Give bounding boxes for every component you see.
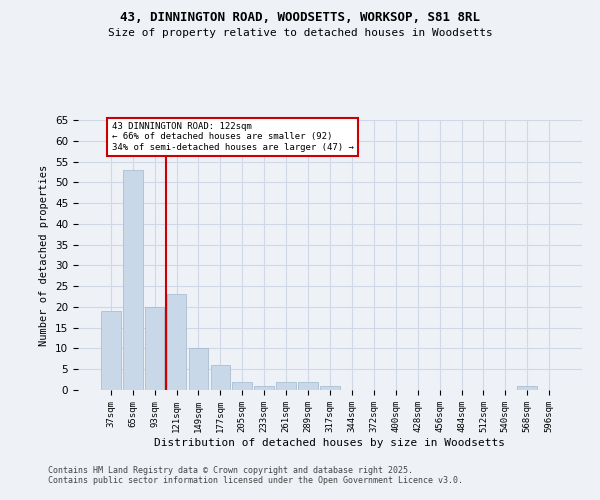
Bar [298, 382, 318, 390]
Bar [145, 307, 164, 390]
Text: 43 DINNINGTON ROAD: 122sqm
← 66% of detached houses are smaller (92)
34% of semi: 43 DINNINGTON ROAD: 122sqm ← 66% of deta… [112, 122, 354, 152]
Bar [232, 382, 252, 390]
Bar [211, 365, 230, 390]
Bar [320, 386, 340, 390]
Bar [123, 170, 143, 390]
Y-axis label: Number of detached properties: Number of detached properties [40, 164, 49, 346]
Bar [276, 382, 296, 390]
Bar [101, 311, 121, 390]
Bar [254, 386, 274, 390]
X-axis label: Distribution of detached houses by size in Woodsetts: Distribution of detached houses by size … [155, 438, 505, 448]
Bar [517, 386, 537, 390]
Bar [188, 348, 208, 390]
Text: Contains HM Land Registry data © Crown copyright and database right 2025.
Contai: Contains HM Land Registry data © Crown c… [48, 466, 463, 485]
Text: Size of property relative to detached houses in Woodsetts: Size of property relative to detached ho… [107, 28, 493, 38]
Bar [167, 294, 187, 390]
Text: 43, DINNINGTON ROAD, WOODSETTS, WORKSOP, S81 8RL: 43, DINNINGTON ROAD, WOODSETTS, WORKSOP,… [120, 11, 480, 24]
